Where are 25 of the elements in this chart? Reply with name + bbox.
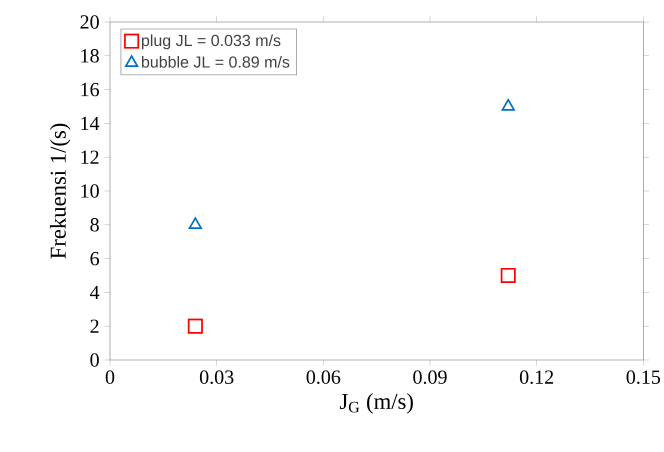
x-tick-label: 0.06 <box>306 370 340 384</box>
point <box>188 318 203 334</box>
y-tick-label: 8 <box>90 218 99 232</box>
x-tick-label: 0.12 <box>520 370 554 384</box>
legend-label: plug JL = 0.033 m/s <box>142 34 280 50</box>
y-tick-label: 14 <box>81 116 100 130</box>
x-axis-title: J$_{G}$ (m/s) <box>340 393 413 414</box>
point <box>188 217 202 229</box>
y-tick-label: 2 <box>90 320 98 333</box>
x-tick-label: 0.09 <box>413 370 447 384</box>
legend-label: bubble JL = 0.89 m/s <box>142 56 290 68</box>
y-tick-label: 20 <box>80 15 99 29</box>
y-tick-label: 18 <box>81 49 99 63</box>
x-tick-label: 0.03 <box>200 370 234 384</box>
y-tick-label: 12 <box>81 150 98 164</box>
point <box>500 268 516 284</box>
y-tick-label: 4 <box>90 286 100 299</box>
point <box>502 98 515 111</box>
x-tick-label: 0.15 <box>626 370 660 384</box>
y-tick-label: 6 <box>90 252 100 266</box>
y-tick-label: 0 <box>90 353 99 367</box>
x-tick-label: 0 <box>106 370 114 384</box>
y-tick-label: 10 <box>81 184 99 198</box>
y-axis-title: Frekuensi 1/(s) <box>50 124 70 259</box>
y-tick-label: 16 <box>81 82 100 96</box>
